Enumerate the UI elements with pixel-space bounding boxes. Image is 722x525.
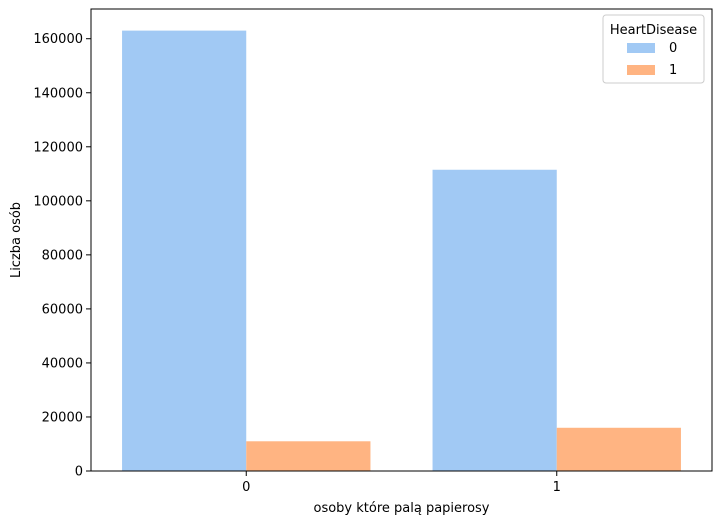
y-axis-ticks: 0 20000 40000 60000 80000 100000 120000 140000 1… (33, 32, 91, 480)
y-tick-label: 80000 (42, 248, 83, 263)
legend-label-0: 0 (669, 41, 677, 56)
y-tick-label: 60000 (42, 302, 83, 317)
plot-frame (90, 8, 713, 472)
legend-label-1: 1 (669, 63, 677, 78)
y-tick-label: 140000 (33, 86, 83, 101)
legend-swatch-1 (627, 65, 655, 75)
y-tick-label: 120000 (33, 140, 83, 155)
y-tick-label: 20000 (42, 410, 83, 425)
bar-cat0-series1 (246, 441, 371, 471)
y-tick-label: 100000 (33, 194, 83, 209)
x-tick-label: 0 (242, 480, 250, 495)
bar-cat1-series1 (556, 427, 681, 471)
legend: HeartDisease 01 (602, 14, 705, 84)
bars-group (122, 30, 681, 471)
y-axis-title: Liczba osób (9, 202, 24, 278)
x-axis-title: osoby które palą papierosy (313, 501, 489, 516)
y-tick-label: 40000 (42, 356, 83, 371)
bar-cat0-series0 (122, 30, 247, 471)
legend-swatch-0 (627, 43, 655, 53)
x-tick-label: 1 (553, 480, 561, 495)
y-tick-label: 160000 (33, 32, 83, 47)
y-tick-label: 0 (75, 465, 83, 480)
bar-cat1-series0 (432, 169, 557, 471)
legend-items: 01 (627, 41, 677, 78)
legend-title: HeartDisease (610, 23, 697, 38)
